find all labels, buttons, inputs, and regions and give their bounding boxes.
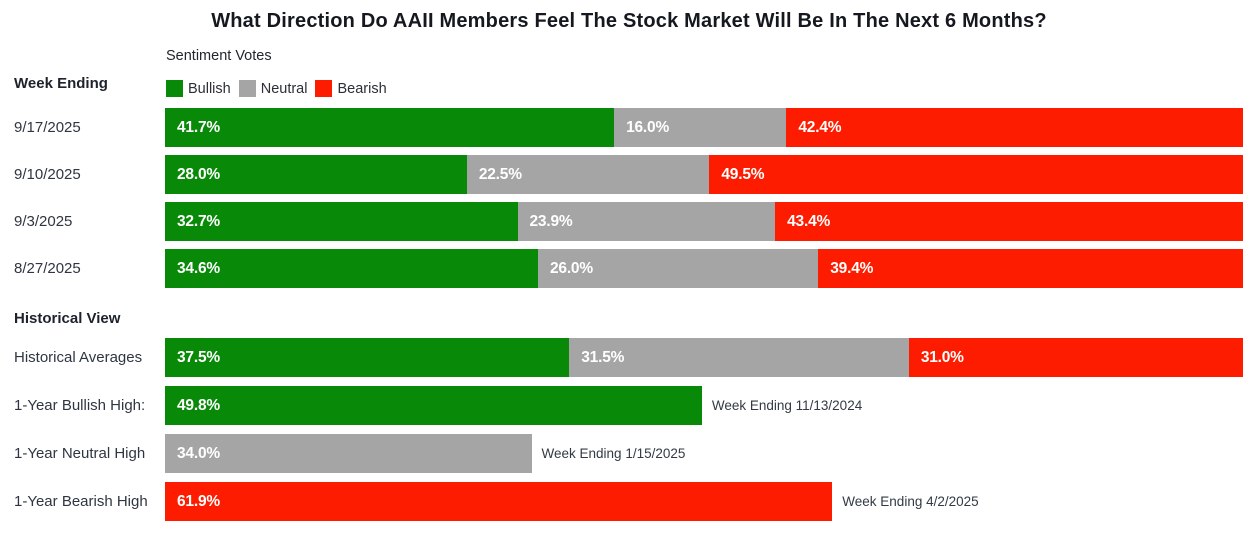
- bar-value-label: 28.0%: [177, 166, 220, 183]
- bar-value-label: 49.5%: [721, 166, 765, 183]
- legend-swatch-icon: [166, 80, 183, 97]
- legend: Bullish Neutral Bearish: [166, 80, 395, 97]
- bar-value-label: 31.5%: [581, 349, 625, 366]
- bar-segment-bearish: 42.4%: [786, 108, 1243, 147]
- bar-value-label: 39.4%: [830, 260, 874, 277]
- section-header-1: Historical View: [14, 310, 121, 327]
- legend-item-bearish: Bearish: [315, 80, 387, 97]
- bar-segment-neutral: 23.9%: [517, 202, 776, 241]
- bar-value-label: 41.7%: [177, 119, 220, 136]
- legend-item-label: Bullish: [188, 80, 231, 97]
- bar-segment-neutral: 31.5%: [569, 338, 909, 377]
- row-label: 1-Year Bullish High:: [14, 397, 146, 414]
- bar-segment-bullish: 41.7%: [165, 108, 615, 147]
- section-header-0: Week Ending: [14, 75, 108, 92]
- bar-row: 28.0% 22.5% 49.5%: [165, 155, 1243, 194]
- bar-row: 49.8% Week Ending 11/13/2024: [165, 386, 1243, 425]
- bar-segment-neutral: 34.0%: [165, 434, 532, 473]
- legend-item-label: Bearish: [337, 80, 387, 97]
- bar-segment-bullish: 28.0%: [165, 155, 467, 194]
- bar-value-label: 22.5%: [478, 166, 522, 183]
- legend-title: Sentiment Votes: [166, 48, 272, 64]
- bar-value-label: 34.6%: [177, 260, 220, 277]
- bar-value-label: 42.4%: [798, 119, 842, 136]
- bar-value-label: 61.9%: [177, 493, 220, 510]
- row-label: 8/27/2025: [14, 260, 81, 277]
- chart-title: What Direction Do AAII Members Feel The …: [211, 10, 1047, 32]
- bar-segment-bearish: 43.4%: [775, 202, 1243, 241]
- row-label: 9/10/2025: [14, 166, 81, 183]
- bar-row: 32.7% 23.9% 43.4%: [165, 202, 1243, 241]
- row-label: Historical Averages: [14, 349, 143, 366]
- bar-segment-neutral: 22.5%: [466, 155, 710, 194]
- bar-segment-bearish: 31.0%: [908, 338, 1243, 377]
- bar-value-label: 34.0%: [177, 445, 220, 462]
- legend-item-neutral: Neutral: [238, 80, 308, 97]
- bar-value-label: 16.0%: [626, 119, 670, 136]
- row-label: 1-Year Bearish High: [14, 493, 148, 510]
- bar-segment-bullish: 49.8%: [165, 386, 702, 425]
- bar-value-label: 31.0%: [920, 349, 964, 366]
- bar-segment-bearish: 61.9%: [165, 482, 833, 521]
- bar-annotation: Week Ending 11/13/2024: [711, 398, 863, 413]
- bar-segment-bullish: 37.5%: [165, 338, 570, 377]
- bar-row: 34.0% Week Ending 1/15/2025: [165, 434, 1243, 473]
- row-label: 1-Year Neutral High: [14, 445, 146, 462]
- bar-value-label: 49.8%: [177, 397, 220, 414]
- bar-row: 34.6% 26.0% 39.4%: [165, 249, 1243, 288]
- bar-value-label: 26.0%: [549, 260, 593, 277]
- bar-annotation: Week Ending 1/15/2025: [541, 446, 686, 461]
- legend-swatch-icon: [315, 80, 333, 97]
- row-label: 9/3/2025: [14, 213, 73, 230]
- legend-item-label: Neutral: [260, 80, 308, 97]
- bar-row: 37.5% 31.5% 31.0%: [165, 338, 1243, 377]
- bar-segment-bullish: 34.6%: [165, 249, 538, 288]
- bar-value-label: 32.7%: [177, 213, 220, 230]
- bar-value-label: 23.9%: [529, 213, 573, 230]
- legend-item-bullish: Bullish: [166, 80, 231, 97]
- bar-segment-bearish: 49.5%: [709, 155, 1243, 194]
- bar-segment-neutral: 16.0%: [614, 108, 787, 147]
- bar-row: 41.7% 16.0% 42.4%: [165, 108, 1243, 147]
- bar-segment-bearish: 39.4%: [818, 249, 1243, 288]
- bar-value-label: 43.4%: [787, 213, 831, 230]
- bar-segment-neutral: 26.0%: [537, 249, 819, 288]
- bar-row: 61.9% Week Ending 4/2/2025: [165, 482, 1243, 521]
- bar-segment-bullish: 32.7%: [165, 202, 518, 241]
- bar-value-label: 37.5%: [177, 349, 220, 366]
- bar-annotation: Week Ending 4/2/2025: [842, 494, 979, 509]
- row-label: 9/17/2025: [14, 119, 81, 136]
- legend-swatch-icon: [238, 80, 256, 97]
